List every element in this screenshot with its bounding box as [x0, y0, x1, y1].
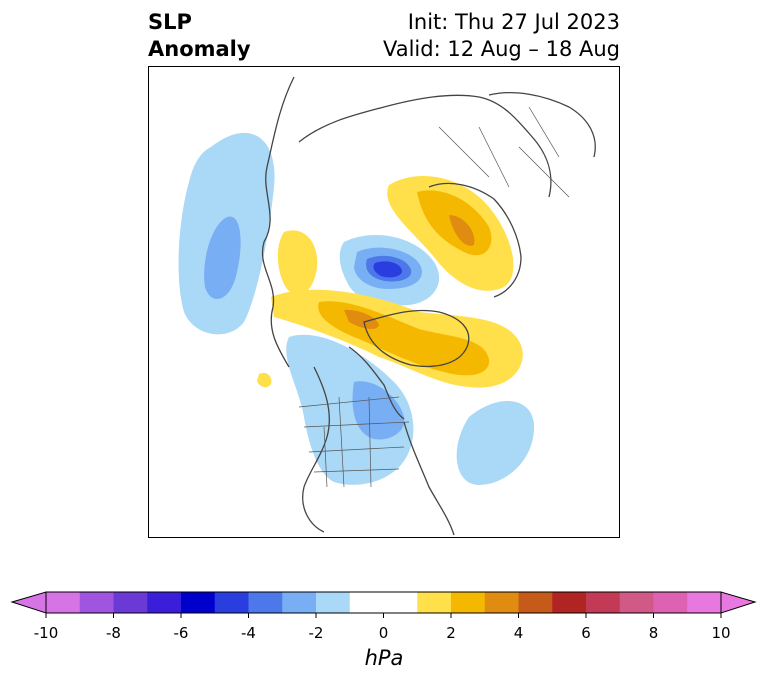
anomaly-alaska-positive	[277, 230, 318, 295]
colorbar-tick-label: -4	[241, 624, 256, 642]
anomaly-atlantic-negative	[456, 400, 534, 485]
colorbar-segment	[282, 592, 317, 613]
valid-range-label: Valid: 12 Aug – 18 Aug	[382, 37, 620, 61]
colorbar-extend-left	[10, 591, 47, 614]
map-canvas	[178, 76, 596, 536]
colorbar-units: hPa	[364, 646, 404, 670]
colorbar-tick-label: -10	[33, 624, 59, 642]
colorbar-tick-label: -2	[308, 624, 324, 642]
anomaly-shading	[178, 132, 534, 485]
map-title-left: SLP Anomaly	[148, 9, 251, 63]
colorbar-segment	[518, 592, 553, 613]
colorbar-segment	[214, 592, 249, 613]
colorbar-tick-label: 6	[581, 624, 591, 642]
colorbar-segment	[248, 592, 283, 613]
map-title-right: Init: Thu 27 Jul 2023 Valid: 12 Aug – 18…	[383, 9, 620, 63]
colorbar-tick-label: 2	[446, 624, 456, 642]
colorbar-segment	[181, 592, 216, 613]
colorbar-segment	[552, 592, 587, 613]
colorbar-segment	[383, 592, 418, 613]
coastlines	[261, 76, 596, 536]
colorbar-segment	[46, 592, 81, 613]
colorbar-segment	[484, 592, 519, 613]
anomaly-canada-negative	[286, 334, 414, 485]
colorbar-segment	[79, 592, 114, 613]
borders	[298, 106, 570, 488]
colorbar	[10, 591, 757, 618]
colorbar-segment	[619, 592, 654, 613]
colorbar-tick-label: -8	[106, 624, 121, 642]
colorbar-segment	[417, 592, 452, 613]
colorbar-segment	[653, 592, 688, 613]
colorbar-tick-label: 0	[378, 624, 389, 642]
colorbar-segment	[349, 592, 384, 613]
colorbar-tick-label: -6	[173, 624, 189, 642]
colorbar-extend-right	[720, 591, 757, 614]
colorbar-tick-label: 8	[648, 624, 659, 642]
title-field-type: Anomaly	[148, 37, 251, 61]
colorbar-segment	[316, 592, 351, 613]
colorbar-tick-label: 10	[711, 624, 731, 642]
colorbar-segment	[147, 592, 182, 613]
init-date-label: Init: Thu 27 Jul 2023	[407, 10, 620, 34]
colorbar-segment	[451, 592, 486, 613]
colorbar-segment	[687, 592, 722, 613]
polar-map	[148, 66, 620, 538]
title-field-name: SLP	[148, 10, 192, 34]
colorbar-tick-label: 4	[513, 624, 524, 642]
colorbar-segment	[113, 592, 148, 613]
colorbar-segment	[586, 592, 621, 613]
